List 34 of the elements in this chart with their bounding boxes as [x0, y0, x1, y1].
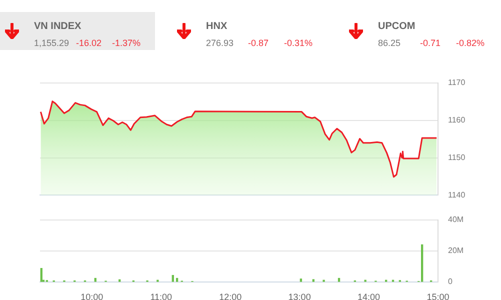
x-tick-label: 12:00 [219, 292, 242, 300]
x-tick-label: 10:00 [80, 292, 104, 300]
y-tick-label: 20M [448, 246, 464, 256]
category-label: HNX [206, 21, 228, 32]
category-label: VN INDEX [34, 21, 82, 32]
x-tick-label: 15:00 [426, 292, 450, 300]
y-tick-label: 1160 [448, 116, 466, 125]
data-label: 86.25 [378, 38, 401, 48]
bar [94, 278, 96, 282]
x-tick-label: 11:00 [150, 292, 172, 300]
data-label: -0.31% [284, 38, 313, 48]
x-tick-label: 14:00 [358, 292, 380, 300]
bar [40, 268, 42, 282]
y-tick-label: 40M [448, 215, 464, 224]
bar [176, 278, 178, 282]
x-tick-label: 13:00 [288, 292, 311, 300]
data-label: -0.87 [248, 38, 269, 48]
bar [421, 244, 424, 282]
y-tick-label: 1170 [448, 78, 466, 88]
y-tick-label: 1140 [448, 190, 466, 200]
bar [300, 278, 302, 282]
data-label: -16.02 [76, 38, 102, 48]
y-tick-label: 0 [448, 277, 453, 286]
data-label: -1.37% [112, 38, 141, 48]
data-label: 1,155.29 [34, 38, 70, 48]
bar [172, 274, 174, 282]
y-tick-label: 1150 [448, 153, 466, 162]
bar [312, 279, 314, 282]
data-label: -0.82% [456, 38, 485, 48]
bar [338, 278, 340, 282]
bar [118, 279, 121, 282]
data-label: 276.93 [206, 38, 234, 48]
category-label: UPCOM [378, 21, 416, 32]
data-label: -0.71 [420, 38, 441, 48]
